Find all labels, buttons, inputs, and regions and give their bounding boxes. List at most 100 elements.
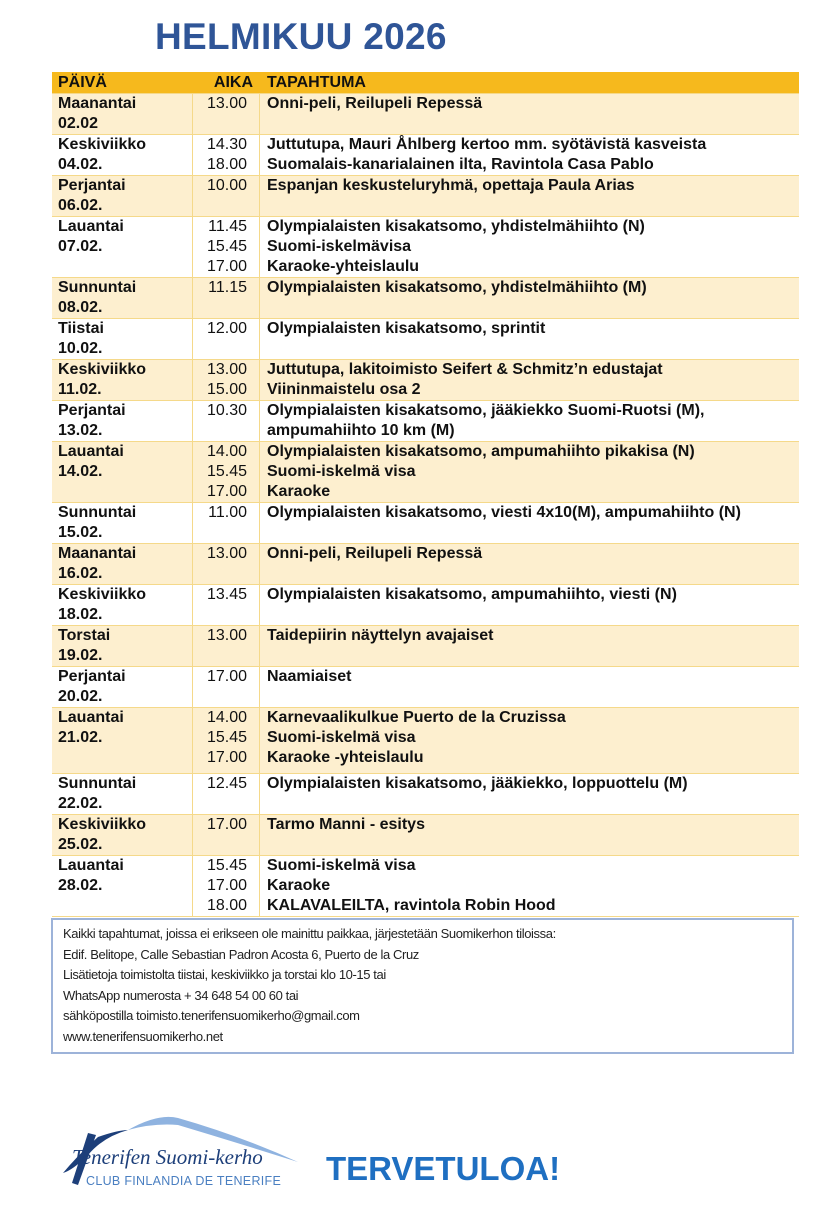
time-cell-line: 13.45 (206, 586, 247, 603)
info-website[interactable]: www.tenerifensuomikerho.net (63, 1028, 223, 1044)
day-cell: Keskiviikko 04.02. (52, 135, 193, 175)
info-line: Edif. Belitope, Calle Sebastian Padron A… (63, 946, 419, 962)
event-cell: Espanjan keskusteluryhmä, opettaja Paula… (260, 176, 799, 216)
day-cell-line: 28.02. (58, 877, 103, 894)
mountain-logo-icon (63, 1116, 298, 1185)
day-cell: Perjantai 06.02. (52, 176, 193, 216)
time-cell: 17.00 (193, 667, 260, 707)
time-cell: 17.00 (193, 815, 260, 855)
event-cell: Juttutupa, Mauri Åhlberg kertoo mm. syöt… (260, 135, 799, 175)
day-cell-line: Maanantai (58, 95, 137, 112)
event-cell-line: Olympialaisten kisakatsomo, ampumahiihto… (267, 443, 695, 460)
event-cell-line: Onni-peli, Reilupeli Repessä (267, 95, 483, 112)
time-cell-line: 12.45 (206, 775, 247, 792)
table-row: Lauantai 14.02. 14.00 15.45 17.00 Olympialais… (52, 441, 799, 502)
time-cell: 13.00 (193, 626, 260, 666)
event-cell-line: Karaoke-yhteislaulu (267, 258, 420, 275)
event-cell: Onni-peli, Reilupeli Repessä (260, 544, 799, 584)
event-cell-line: Viininmaistelu osa 2 (267, 381, 421, 398)
time-cell-line: 15.00 (206, 381, 247, 398)
event-cell: Olympialaisten kisakatsomo, yhdistelmähi… (260, 278, 799, 318)
day-cell-line: 18.02. (58, 606, 103, 623)
event-cell: Olympialaisten kisakatsomo, ampumahiihto… (260, 585, 799, 625)
day-cell-line: 22.02. (58, 795, 103, 812)
content-flow: PÄIVÄ AIKA TAPAHTUMA Maanantai 02.02 13.00… (51, 72, 800, 1054)
event-cell: Olympialaisten kisakatsomo, jääkiekko, l… (260, 774, 799, 814)
table-row: Maanantai 16.02. 13.00 Onni-peli, Reilupeli… (52, 543, 799, 584)
event-cell: Olympialaisten kisakatsomo, yhdistelmähi… (260, 217, 799, 277)
event-cell-line: Olympialaisten kisakatsomo, yhdistelmähi… (267, 218, 645, 235)
time-cell-line: 12.00 (206, 320, 247, 337)
event-cell-line: ampumahiihto 10 km (M) (267, 422, 455, 439)
header-event: TAPAHTUMA (267, 74, 366, 91)
event-cell-line: Olympialaisten kisakatsomo, viesti 4x10(… (267, 504, 741, 521)
day-cell: Maanantai 16.02. (52, 544, 193, 584)
table-header: PÄIVÄ AIKA TAPAHTUMA (52, 72, 799, 93)
day-cell-line: 06.02. (58, 197, 103, 214)
time-cell-line: 17.00 (206, 668, 247, 685)
event-cell: Onni-peli, Reilupeli Repessä (260, 94, 799, 134)
day-cell-line: Perjantai (58, 668, 126, 685)
logo-subtitle: CLUB FINLANDIA DE TENERIFE (86, 1174, 282, 1188)
time-cell-line: 10.00 (206, 177, 247, 194)
event-cell-line: Karaoke (267, 483, 331, 500)
event-cell-line: Juttutupa, lakitoimisto Seifert & Schmit… (267, 361, 663, 378)
event-cell-line: Juttutupa, Mauri Åhlberg kertoo mm. syöt… (267, 136, 707, 153)
info-email[interactable]: sähköpostilla toimisto.tenerifensuomiker… (63, 1008, 360, 1024)
table-row: Maanantai 02.02 13.00 Onni-peli, Reilupeli … (52, 93, 799, 134)
event-cell-line: Naamiaiset (267, 668, 352, 685)
day-cell-line: 10.02. (58, 340, 103, 357)
day-cell: Perjantai 20.02. (52, 667, 193, 707)
event-cell-line: Olympialaisten kisakatsomo, ampumahiihto… (267, 586, 677, 603)
time-cell-line: 13.00 (206, 627, 247, 644)
time-cell-line: 17.00 (206, 816, 247, 833)
time-cell-line: 15.45 (206, 238, 247, 255)
time-cell-line: 11.45 (208, 218, 247, 235)
time-cell-line: 15.45 (206, 729, 247, 746)
page-title: HELMIKUU 2026 (155, 16, 447, 57)
day-cell: Keskiviikko 25.02. (52, 815, 193, 855)
table-row: Sunnuntai 22.02. 12.45 Olympialaisten kisak… (52, 773, 799, 814)
day-cell-line: Lauantai (58, 857, 124, 874)
time-cell: 12.45 (193, 774, 260, 814)
day-cell-line: Sunnuntai (58, 504, 137, 521)
time-cell-line: 11.15 (208, 279, 247, 296)
header-day: PÄIVÄ (58, 74, 107, 91)
table-row: Tiistai 10.02. 12.00 Olympialaisten kisakat… (52, 318, 799, 359)
day-cell: Lauantai 07.02. (52, 217, 193, 277)
time-cell-line: 14.30 (206, 136, 247, 153)
day-cell-line: Sunnuntai (58, 279, 137, 296)
event-cell-line: Suomalais-kanarialainen ilta, Ravintola … (267, 156, 654, 173)
day-cell: Tiistai 10.02. (52, 319, 193, 359)
event-cell-line: Olympialaisten kisakatsomo, yhdistelmähi… (267, 279, 647, 296)
logo-name: Tenerifen Suomi-kerho (72, 1145, 263, 1169)
time-cell-line: 17.00 (206, 483, 247, 500)
header-time: AIKA (213, 74, 253, 91)
time-cell-line: 14.00 (206, 709, 247, 726)
day-cell: Keskiviikko 18.02. (52, 585, 193, 625)
day-cell-line: Perjantai (58, 177, 126, 194)
day-cell: Torstai 19.02. (52, 626, 193, 666)
time-cell: 13.00 15.00 (193, 360, 260, 400)
table-row: Keskiviikko 04.02. 14.30 18.00 Juttutupa, Ma… (52, 134, 799, 175)
time-cell: 14.30 18.00 (193, 135, 260, 175)
time-cell-line: 10.30 (206, 402, 247, 419)
day-cell: Maanantai 02.02 (52, 94, 193, 134)
event-cell-line: KALAVALEILTA, ravintola Robin Hood (267, 897, 556, 914)
time-cell: 13.00 (193, 544, 260, 584)
time-cell-line: 17.00 (206, 258, 247, 275)
event-cell: Olympialaisten kisakatsomo, jääkiekko Su… (260, 401, 799, 441)
time-cell: 11.00 (193, 503, 260, 543)
event-cell-line: Taidepiirin näyttelyn avajaiset (267, 627, 494, 644)
day-cell-line: Keskiviikko (58, 136, 147, 153)
day-cell: Keskiviikko 11.02. (52, 360, 193, 400)
day-cell-line: 25.02. (58, 836, 103, 853)
event-cell-line: Suomi-iskelmä visa (267, 857, 416, 874)
day-cell-line: Keskiviikko (58, 816, 147, 833)
time-cell: 13.00 (193, 94, 260, 134)
time-cell-line: 15.45 (206, 857, 247, 874)
table-row: Keskiviikko 11.02. 13.00 15.00 Juttutupa, la… (52, 359, 799, 400)
table-row: Perjantai 20.02. 17.00 Naamiaiset (52, 666, 799, 707)
event-cell: Olympialaisten kisakatsomo, sprintit (260, 319, 799, 359)
time-cell: 14.00 15.45 17.00 (193, 708, 260, 773)
